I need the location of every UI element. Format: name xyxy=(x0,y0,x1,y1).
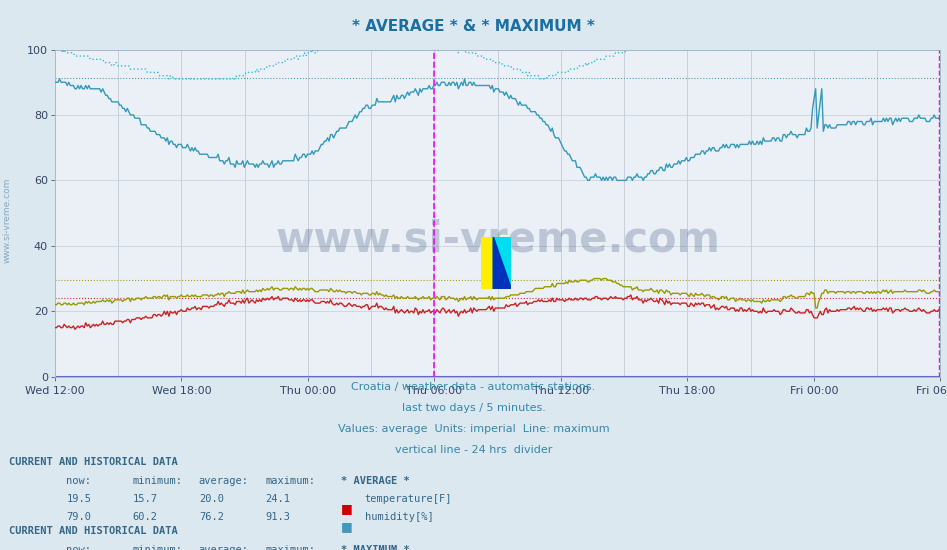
Text: minimum:: minimum: xyxy=(133,544,183,550)
Text: * MAXIMUM *: * MAXIMUM * xyxy=(341,544,410,550)
Text: 24.1: 24.1 xyxy=(265,494,290,504)
Text: 60.2: 60.2 xyxy=(133,512,157,522)
Text: www.si-vreme.com: www.si-vreme.com xyxy=(3,177,12,263)
Text: vertical line - 24 hrs  divider: vertical line - 24 hrs divider xyxy=(395,445,552,455)
Text: www.si-vreme.com: www.si-vreme.com xyxy=(276,218,720,260)
Text: 15.7: 15.7 xyxy=(133,494,157,504)
Text: minimum:: minimum: xyxy=(133,476,183,486)
Text: ■: ■ xyxy=(341,520,352,533)
Text: CURRENT AND HISTORICAL DATA: CURRENT AND HISTORICAL DATA xyxy=(9,456,178,467)
Text: 20.0: 20.0 xyxy=(199,494,223,504)
Text: maximum:: maximum: xyxy=(265,544,315,550)
Text: temperature[F]: temperature[F] xyxy=(365,494,452,504)
Text: 19.5: 19.5 xyxy=(66,494,91,504)
Text: maximum:: maximum: xyxy=(265,476,315,486)
Polygon shape xyxy=(493,236,511,289)
Text: average:: average: xyxy=(199,544,249,550)
Text: humidity[%]: humidity[%] xyxy=(365,512,434,522)
Text: * AVERAGE *: * AVERAGE * xyxy=(341,476,410,486)
Text: now:: now: xyxy=(66,476,91,486)
Text: average:: average: xyxy=(199,476,249,486)
Text: CURRENT AND HISTORICAL DATA: CURRENT AND HISTORICAL DATA xyxy=(9,525,178,536)
Text: 79.0: 79.0 xyxy=(66,512,91,522)
Text: last two days / 5 minutes.: last two days / 5 minutes. xyxy=(402,403,545,413)
Text: * AVERAGE * & * MAXIMUM *: * AVERAGE * & * MAXIMUM * xyxy=(352,19,595,34)
Text: 76.2: 76.2 xyxy=(199,512,223,522)
Polygon shape xyxy=(493,236,511,289)
Text: Croatia / weather data - automatic stations.: Croatia / weather data - automatic stati… xyxy=(351,382,596,392)
Text: Values: average  Units: imperial  Line: maximum: Values: average Units: imperial Line: ma… xyxy=(338,424,609,434)
Text: now:: now: xyxy=(66,544,91,550)
Text: 91.3: 91.3 xyxy=(265,512,290,522)
Bar xyxy=(481,236,496,289)
Text: ■: ■ xyxy=(341,502,352,515)
